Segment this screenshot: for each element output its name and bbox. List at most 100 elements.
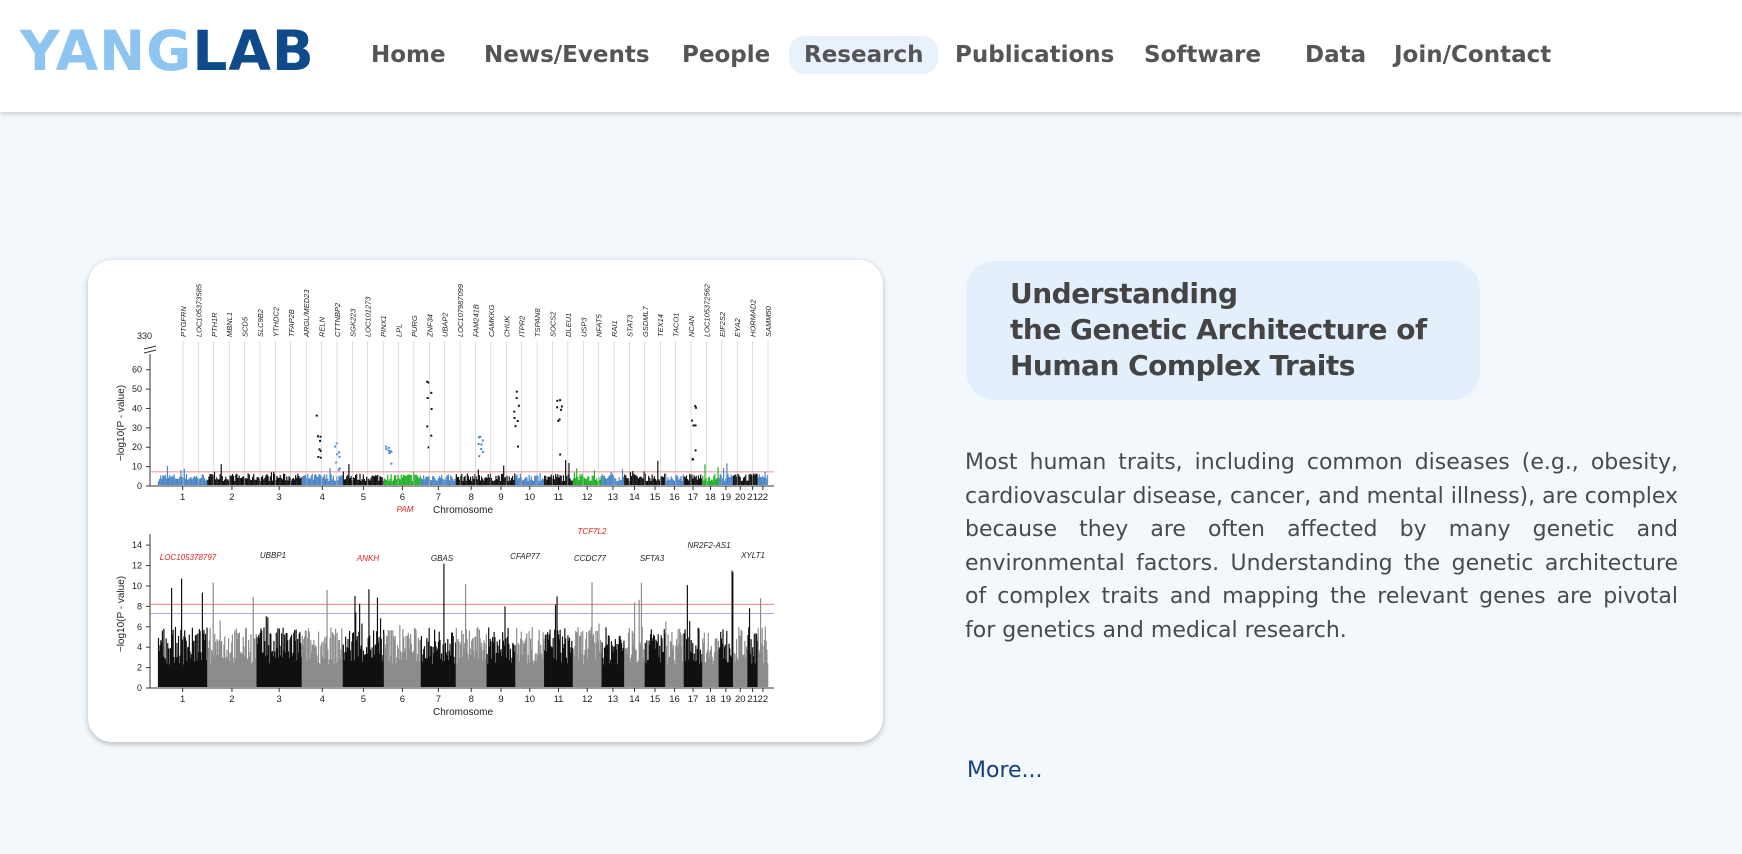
peak-point — [479, 435, 482, 438]
x-tick-label: 6 — [400, 492, 405, 503]
gene-label-top: LOC105372562 — [702, 283, 711, 337]
nav-software[interactable]: Software — [1144, 42, 1262, 68]
x-tick-label: 9 — [498, 694, 503, 705]
nav-home[interactable]: Home — [371, 42, 446, 68]
peak-point — [477, 442, 480, 445]
x-tick-label: 21 — [747, 492, 758, 503]
y-tick-label: 0 — [137, 481, 142, 491]
peak-point — [694, 449, 697, 452]
peak-point — [482, 450, 485, 453]
peak-point — [517, 404, 520, 407]
peak-point — [317, 455, 320, 458]
gene-label-top: UBAP2 — [441, 312, 450, 337]
x-tick-label: 11 — [554, 694, 564, 705]
gene-label-top: FAM241B — [472, 304, 481, 337]
x-tick-label: 3 — [277, 694, 282, 705]
site-header: YANGLAB Home News/Events People Research… — [0, 0, 1742, 112]
x-tick-label: 1 — [180, 492, 185, 503]
peak-point — [691, 419, 694, 422]
peak-point — [557, 419, 560, 422]
gene-label-top: DLEU1 — [564, 313, 573, 337]
gene-label-top: SCD5 — [241, 316, 250, 337]
nav-join-contact[interactable]: Join/Contact — [1394, 42, 1552, 68]
x-tick-label: 13 — [608, 492, 619, 503]
peak-point — [480, 443, 483, 446]
peak-point — [513, 416, 516, 419]
peak-point — [517, 445, 520, 448]
x-tick-label: 20 — [735, 694, 746, 705]
gene-label-top: LOC101273 — [364, 296, 373, 337]
x-tick-label: 11 — [554, 492, 564, 503]
peak-point — [319, 435, 322, 438]
y-axis-label: −log10(P - value) — [116, 576, 127, 652]
gene-label-top: TACO1 — [672, 313, 681, 337]
nav-research[interactable]: Research — [789, 36, 939, 74]
research-title-box: Understanding the Genetic Architecture o… — [966, 261, 1480, 400]
gene-label-bottom: GBAS — [431, 554, 454, 563]
peak-point — [319, 449, 322, 452]
figure-labels: PTGFRN LOC105373585 PTH1R MBNL1 SCD5 SLC9B2 YT… — [160, 283, 773, 563]
x-tick-label: 15 — [650, 694, 661, 705]
peak-point — [430, 391, 433, 394]
gene-label-top: EYA2 — [733, 317, 742, 337]
research-title-line-2: the Genetic Architecture of — [1010, 313, 1427, 346]
logo-yang: YANG — [20, 19, 193, 83]
gene-label-bottom: CFAP77 — [510, 552, 540, 561]
peak-point — [430, 434, 433, 437]
x-tick-label: 17 — [688, 492, 699, 503]
x-tick-label: 14 — [629, 694, 640, 705]
peak-point — [515, 390, 518, 393]
gene-label-top: USP3 — [579, 317, 588, 337]
y-tick-label: 14 — [132, 540, 142, 550]
x-tick-label: 20 — [735, 492, 746, 503]
peak-point — [694, 424, 697, 427]
peak-point — [389, 450, 392, 453]
gene-label-top: ARGL/MED23 — [302, 289, 311, 338]
peak-point — [390, 450, 393, 453]
peak-point — [427, 381, 430, 384]
x-tick-label: 19 — [721, 492, 732, 503]
more-link[interactable]: More... — [967, 758, 1043, 783]
gene-label-top: NCAN — [687, 315, 696, 337]
x-tick-label: 1 — [180, 694, 185, 705]
peak-point — [692, 424, 695, 427]
peak-point — [559, 453, 562, 456]
gene-label-top: HORMAD2 — [749, 299, 758, 337]
x-tick-label: 12 — [582, 492, 593, 503]
x-tick-label: 2 — [229, 694, 234, 705]
site-logo[interactable]: YANGLAB — [20, 19, 315, 84]
logo-lab: LAB — [192, 19, 315, 83]
x-tick-label: 22 — [758, 492, 769, 503]
peak-point — [338, 451, 341, 454]
x-tick-label: 16 — [669, 694, 680, 705]
y-tick-label: 20 — [132, 442, 142, 452]
gene-label-bottom: ANKH — [356, 554, 379, 563]
nav-data[interactable]: Data — [1305, 42, 1367, 68]
gene-label-top: PTGFRN — [179, 306, 188, 337]
gene-label-top: TSPAN8 — [533, 308, 542, 337]
gene-label-top: RELN — [318, 316, 327, 337]
nav-people[interactable]: People — [682, 42, 771, 68]
peak-point — [556, 406, 559, 409]
y-tick-label: 10 — [132, 462, 142, 472]
x-tick-label: 19 — [721, 694, 732, 705]
manhattan-figure: 0 10 20 30 40 50 60 1 2 3 4 5 6 7 8 9 10 11 12 13 14 15 16 17 18… — [88, 260, 883, 742]
gene-label-top: CHUK — [502, 315, 511, 337]
gene-label-bottom: UBBP1 — [260, 551, 286, 560]
x-tick-label: 18 — [705, 492, 716, 503]
x-tick-label: 7 — [436, 492, 441, 503]
x-tick-label: 16 — [669, 492, 680, 503]
gene-label-top: PTH1R — [210, 312, 219, 337]
y-tick-label: 10 — [132, 581, 142, 591]
y-axis-label: −log10(P - value) — [116, 385, 127, 461]
nav-news-events[interactable]: News/Events — [484, 42, 650, 68]
gene-label-top: LPL — [395, 324, 404, 337]
gene-label-top: LOC105373585 — [194, 283, 203, 337]
peak-point — [559, 399, 562, 402]
x-tick-label: 14 — [629, 492, 640, 503]
peak-point — [477, 436, 480, 439]
gene-label-top: SAMM50 — [764, 305, 773, 337]
peak-point — [338, 467, 341, 470]
nav-publications[interactable]: Publications — [955, 42, 1115, 68]
